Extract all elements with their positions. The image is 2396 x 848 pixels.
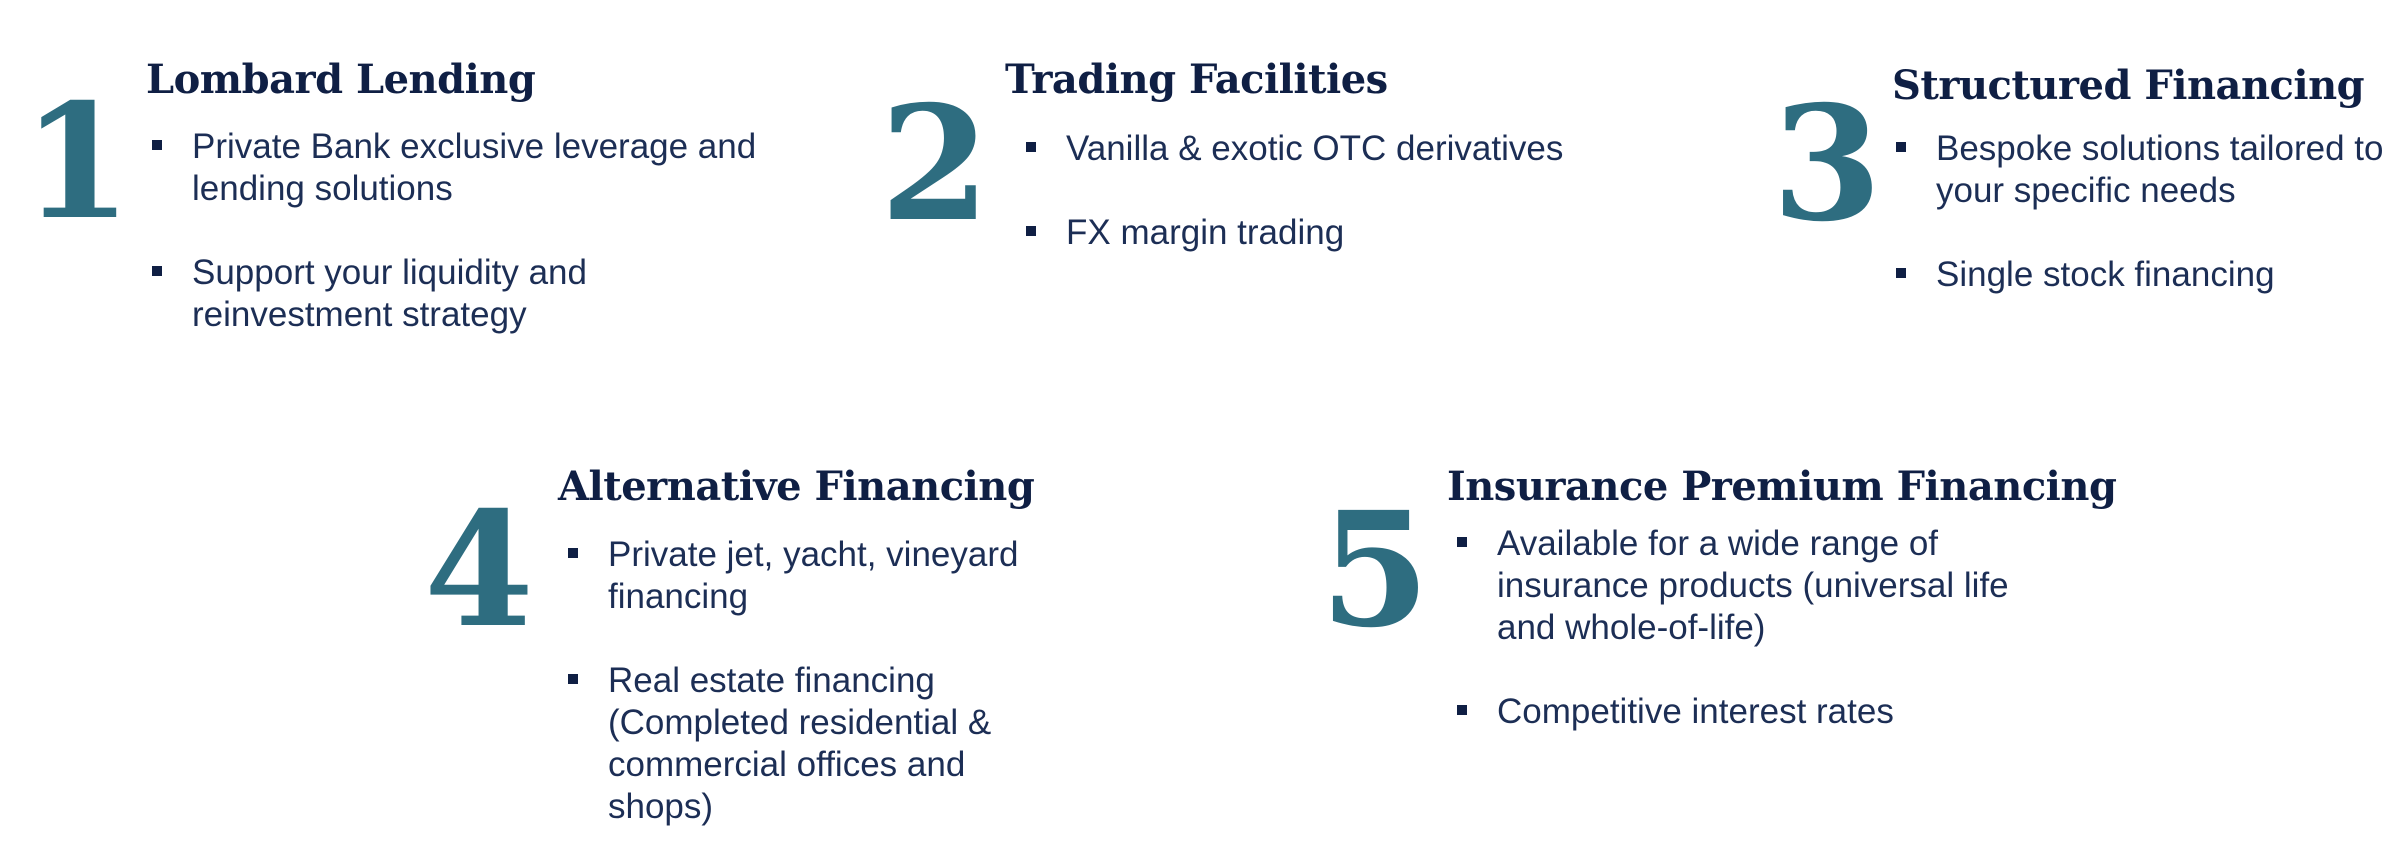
list-item: Available for a wide range of insurance … xyxy=(1451,523,2051,649)
item-title: Insurance Premium Financing xyxy=(1447,463,2117,510)
bullet-list: Available for a wide range of insurance … xyxy=(1451,523,2051,733)
bullet-text: Bespoke solutions tailored to your speci… xyxy=(1936,129,2384,210)
list-item: Real estate financing (Completed residen… xyxy=(562,660,1062,828)
square-bullet-icon xyxy=(1457,537,1467,547)
item-title: Lombard Lending xyxy=(146,56,536,103)
square-bullet-icon xyxy=(1896,142,1906,152)
list-item: Support your liquidity and reinvestment … xyxy=(146,252,766,336)
bullet-text: FX margin trading xyxy=(1066,213,1345,252)
square-bullet-icon xyxy=(1026,226,1036,236)
bullet-list: Bespoke solutions tailored to your speci… xyxy=(1890,128,2390,296)
bullet-text: Real estate financing (Completed residen… xyxy=(608,661,992,826)
bullet-text: Single stock financing xyxy=(1936,255,2275,294)
item-title: Trading Facilities xyxy=(1005,56,1388,103)
square-bullet-icon xyxy=(568,674,578,684)
bullet-text: Support your liquidity and reinvestment … xyxy=(192,253,587,334)
item-number: 3 xyxy=(1772,72,1882,257)
item-title: Structured Financing xyxy=(1892,62,2365,109)
list-item: FX margin trading xyxy=(1020,212,1620,254)
list-item: Private jet, yacht, vineyard financing xyxy=(562,534,1062,618)
square-bullet-icon xyxy=(568,548,578,558)
bullet-text: Available for a wide range of insurance … xyxy=(1497,524,2009,647)
list-item: Single stock financing xyxy=(1890,254,2390,296)
item-title: Alternative Financing xyxy=(558,463,1035,510)
square-bullet-icon xyxy=(152,140,162,150)
list-item: Private Bank exclusive leverage and lend… xyxy=(146,126,766,210)
item-number: 2 xyxy=(880,72,990,257)
square-bullet-icon xyxy=(1896,268,1906,278)
bullet-text: Private Bank exclusive leverage and lend… xyxy=(192,127,757,208)
item-number: 1 xyxy=(22,70,132,255)
bullet-text: Competitive interest rates xyxy=(1497,692,1894,731)
list-item: Bespoke solutions tailored to your speci… xyxy=(1890,128,2390,212)
bullet-text: Vanilla & exotic OTC derivatives xyxy=(1066,129,1564,168)
bullet-list: Private jet, yacht, vineyard financing R… xyxy=(562,534,1062,828)
bullet-list: Vanilla & exotic OTC derivatives FX marg… xyxy=(1020,128,1620,254)
item-number: 5 xyxy=(1320,478,1430,663)
item-number: 4 xyxy=(424,478,534,663)
bullet-list: Private Bank exclusive leverage and lend… xyxy=(146,126,766,336)
list-item: Competitive interest rates xyxy=(1451,691,2051,733)
list-item: Vanilla & exotic OTC derivatives xyxy=(1020,128,1620,170)
square-bullet-icon xyxy=(1026,142,1036,152)
square-bullet-icon xyxy=(152,266,162,276)
square-bullet-icon xyxy=(1457,705,1467,715)
bullet-text: Private jet, yacht, vineyard financing xyxy=(608,535,1019,616)
